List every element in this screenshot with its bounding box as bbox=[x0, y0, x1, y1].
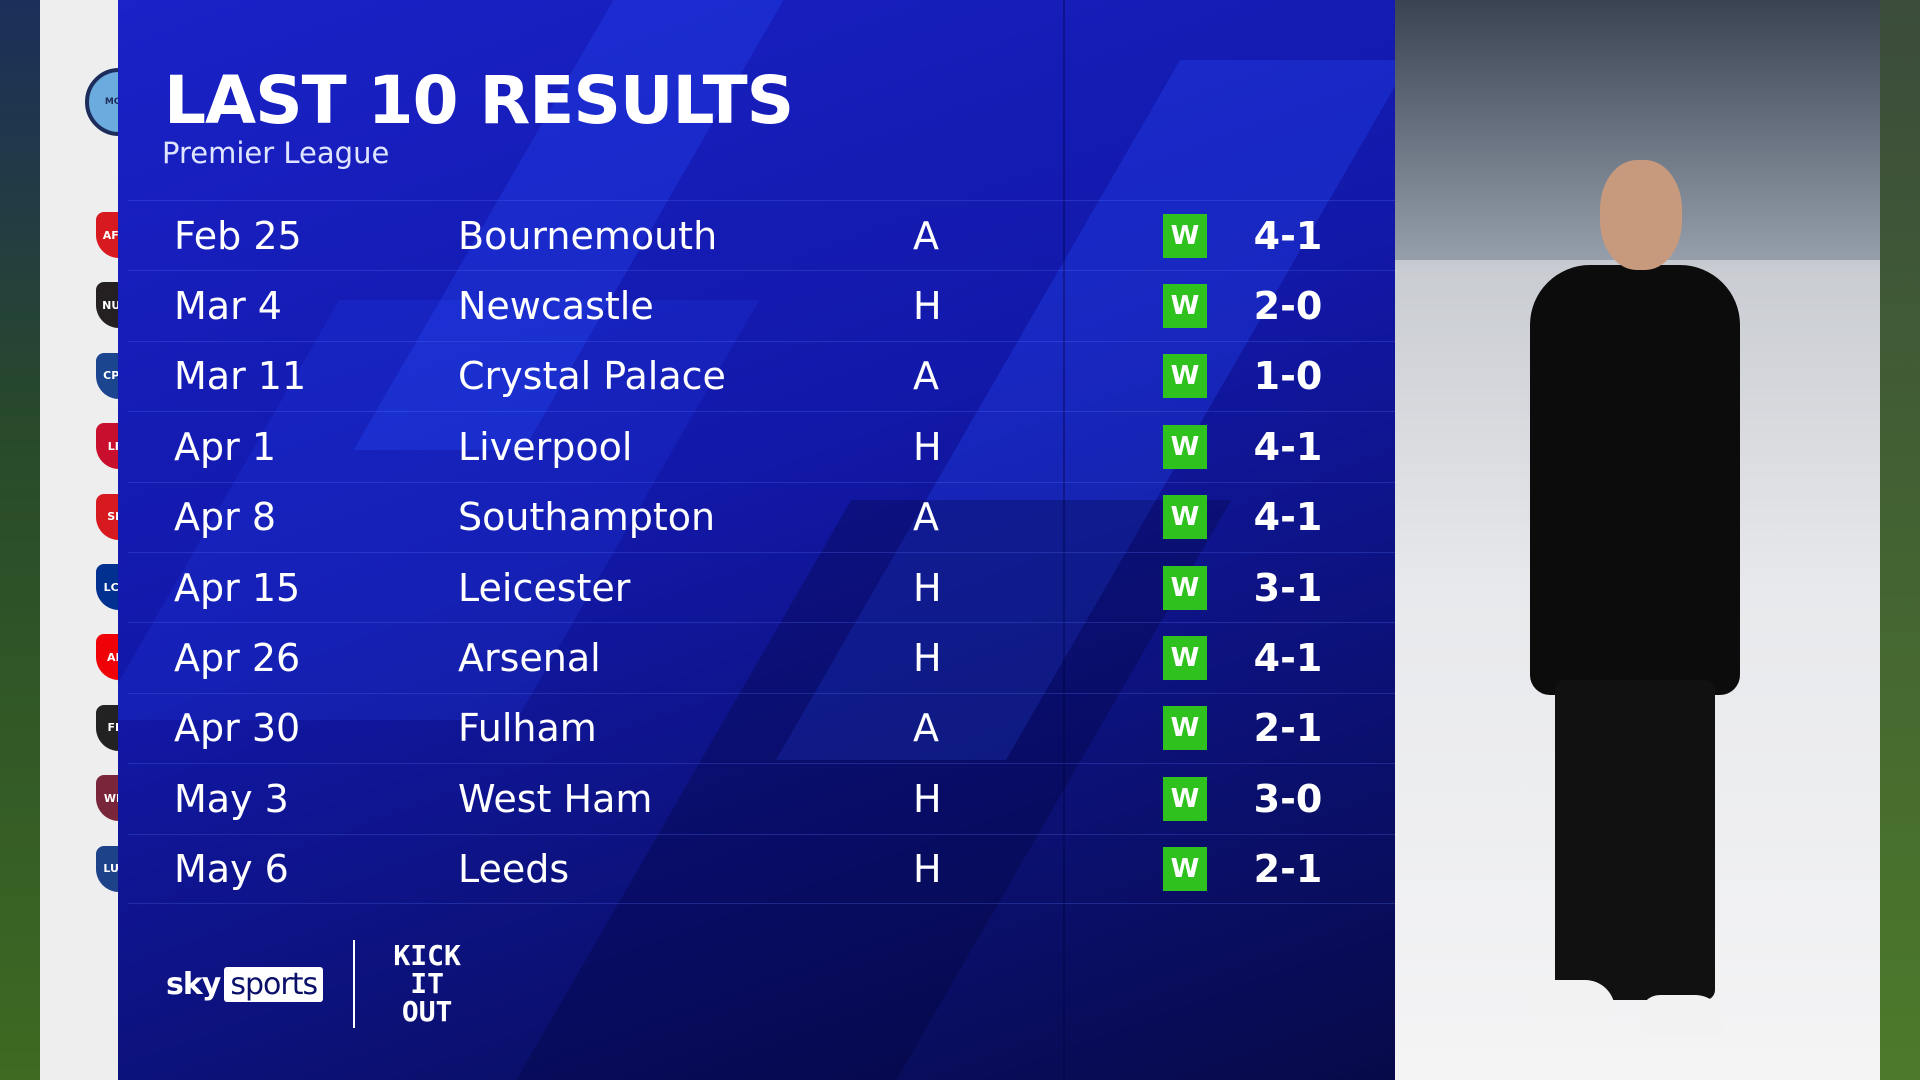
venue: H bbox=[913, 636, 942, 681]
competition-subtitle: Premier League bbox=[162, 136, 390, 170]
table-row: Apr 15 Leicester H W 3-1 bbox=[128, 551, 1395, 622]
opponent-name: Leicester bbox=[458, 565, 631, 610]
opponent-name: Newcastle bbox=[458, 284, 654, 329]
table-row: Apr 30 Fulham A W 2-1 bbox=[128, 692, 1395, 763]
opponent-name: Southampton bbox=[458, 495, 716, 540]
table-row: Apr 26 Arsenal H W 4-1 bbox=[128, 622, 1395, 692]
table-row: Apr 1 Liverpool H W 4-1 bbox=[128, 411, 1395, 481]
manager-photo bbox=[1395, 0, 1880, 1080]
opponent-name: Liverpool bbox=[458, 424, 633, 469]
venue: A bbox=[913, 213, 939, 258]
score: 1-0 bbox=[1253, 354, 1323, 399]
score: 4-1 bbox=[1253, 424, 1323, 469]
logo-divider bbox=[353, 940, 356, 1028]
score: 4-1 bbox=[1253, 495, 1323, 540]
crest-column: MCFC AFCBNUFCCPFCLFCSFCLCFCAFCFFCWHULUFC bbox=[40, 0, 153, 1080]
result-badge: W bbox=[1163, 706, 1207, 751]
match-date: Mar 4 bbox=[174, 284, 282, 329]
opponent-name: Fulham bbox=[458, 706, 597, 751]
opponent-name: Arsenal bbox=[458, 636, 601, 681]
score: 2-1 bbox=[1253, 706, 1323, 751]
score: 3-0 bbox=[1253, 776, 1323, 821]
results-table: Feb 25 Bournemouth A W 4-1 Mar 4 Newcastle H W 2-… bbox=[128, 200, 1395, 904]
venue: A bbox=[913, 354, 939, 399]
match-date: Apr 1 bbox=[174, 424, 276, 469]
result-badge: W bbox=[1163, 284, 1207, 329]
table-row: May 3 West Ham H W 3-0 bbox=[128, 763, 1395, 833]
match-date: Apr 30 bbox=[174, 706, 301, 751]
page-title: LAST 10 RESULTS bbox=[164, 62, 794, 139]
result-badge: W bbox=[1163, 213, 1207, 258]
table-row: Mar 11 Crystal Palace A W 1-0 bbox=[128, 340, 1395, 411]
result-badge: W bbox=[1163, 776, 1207, 821]
match-date: May 3 bbox=[174, 776, 289, 821]
opponent-name: Leeds bbox=[458, 846, 570, 891]
results-panel: LAST 10 RESULTS Premier League Feb 25 Bou… bbox=[118, 0, 1395, 1080]
column-divider bbox=[1063, 0, 1065, 1080]
result-badge: W bbox=[1163, 636, 1207, 681]
opponent-name: Crystal Palace bbox=[458, 354, 726, 399]
sky-sports-logo: sky sports bbox=[166, 966, 324, 1002]
manager-figure bbox=[1510, 160, 1755, 1035]
opponent-name: West Ham bbox=[458, 776, 653, 821]
match-date: Feb 25 bbox=[174, 213, 302, 258]
venue: H bbox=[913, 846, 942, 891]
branding: sky sports KICK IT OUT bbox=[166, 940, 469, 1028]
result-badge: W bbox=[1163, 495, 1207, 540]
table-row: Feb 25 Bournemouth A W 4-1 bbox=[128, 200, 1395, 270]
score: 3-1 bbox=[1253, 565, 1323, 610]
venue: A bbox=[913, 495, 939, 540]
background-stadium-left bbox=[0, 0, 40, 1080]
match-date: Apr 8 bbox=[174, 495, 276, 540]
match-date: Mar 11 bbox=[174, 354, 307, 399]
kick-it-out-logo: KICK IT OUT bbox=[393, 939, 461, 1028]
score: 2-1 bbox=[1253, 846, 1323, 891]
venue: H bbox=[913, 284, 942, 329]
match-date: May 6 bbox=[174, 846, 289, 891]
score: 4-1 bbox=[1253, 636, 1323, 681]
match-date: Apr 26 bbox=[174, 636, 301, 681]
score: 2-0 bbox=[1253, 284, 1323, 329]
table-row: May 6 Leeds H W 2-1 bbox=[128, 833, 1395, 904]
venue: H bbox=[913, 424, 942, 469]
result-badge: W bbox=[1163, 424, 1207, 469]
venue: A bbox=[913, 706, 939, 751]
opponent-name: Bournemouth bbox=[458, 213, 718, 258]
score: 4-1 bbox=[1253, 213, 1323, 258]
result-badge: W bbox=[1163, 354, 1207, 399]
match-date: Apr 15 bbox=[174, 565, 301, 610]
venue: H bbox=[913, 565, 942, 610]
result-badge: W bbox=[1163, 565, 1207, 610]
table-row: Mar 4 Newcastle H W 2-0 bbox=[128, 270, 1395, 340]
result-badge: W bbox=[1163, 846, 1207, 891]
venue: H bbox=[913, 776, 942, 821]
background-stadium-right bbox=[1880, 0, 1920, 1080]
table-row: Apr 8 Southampton A W 4-1 bbox=[128, 481, 1395, 552]
